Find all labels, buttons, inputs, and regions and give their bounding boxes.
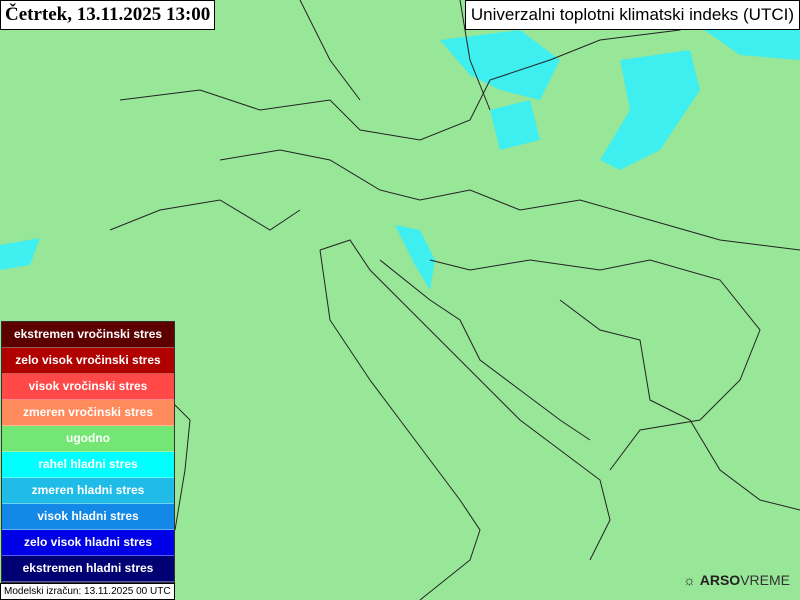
legend-item: zmeren vročinski stres: [2, 400, 174, 426]
logo-bold: ARSO: [699, 572, 741, 588]
map-title: Univerzalni toplotni klimatski indeks (U…: [464, 0, 800, 30]
legend-item: visok hladni stres: [2, 504, 174, 530]
legend-item: visok vročinski stres: [2, 374, 174, 400]
legend-item: rahel hladni stres: [2, 452, 174, 478]
legend-item: ekstremen hladni stres: [2, 556, 174, 582]
sun-icon: ☼: [683, 572, 696, 588]
logo-thin: VREME: [740, 572, 790, 588]
legend-item: ekstremen vročinski stres: [2, 322, 174, 348]
arso-logo[interactable]: ☼ ARSOVREME: [683, 572, 790, 588]
legend-item: zelo visok hladni stres: [2, 530, 174, 556]
forecast-date-time: Četrtek, 13.11.2025 13:00: [0, 0, 216, 30]
legend-item: ugodno: [2, 426, 174, 452]
legend: ekstremen vročinski stres zelo visok vroč…: [1, 321, 175, 583]
legend-item: zmeren hladni stres: [2, 478, 174, 504]
cold-stress-areas: [0, 20, 800, 290]
legend-item: zelo visok vročinski stres: [2, 348, 174, 374]
model-run-label: Modelski izračun: 13.11.2025 00 UTC: [0, 583, 175, 600]
